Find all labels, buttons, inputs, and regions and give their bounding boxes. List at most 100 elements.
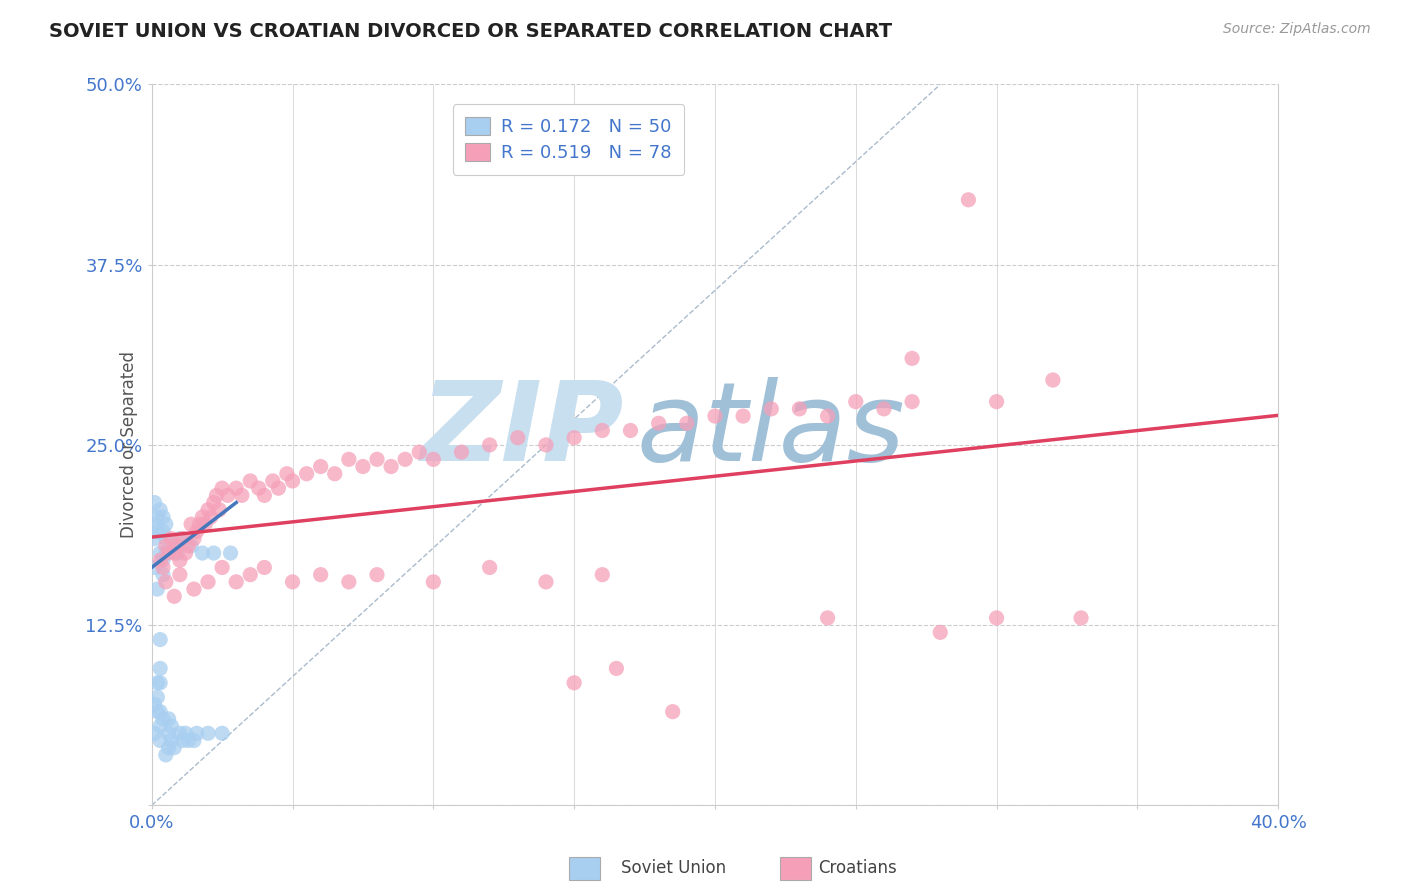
Point: [149, 719, 172, 733]
Point: [986, 611, 1008, 625]
Point: [155, 747, 177, 762]
Point: [733, 409, 755, 423]
Point: [197, 574, 219, 589]
Point: [817, 409, 839, 423]
Point: [1042, 373, 1064, 387]
Point: [160, 719, 183, 733]
Point: [160, 733, 183, 747]
Point: [169, 726, 191, 740]
Point: [183, 733, 205, 747]
Text: Source: ZipAtlas.com: Source: ZipAtlas.com: [1223, 22, 1371, 37]
Point: [146, 690, 169, 705]
Point: [186, 726, 208, 740]
Point: [169, 567, 191, 582]
Point: [180, 539, 202, 553]
Point: [155, 532, 177, 546]
Point: [309, 567, 332, 582]
Point: [146, 582, 169, 596]
Point: [422, 452, 444, 467]
Point: [152, 524, 174, 539]
Point: [253, 560, 276, 574]
Point: [366, 452, 388, 467]
Point: [143, 560, 166, 574]
Point: [177, 539, 200, 553]
Point: [337, 452, 360, 467]
Point: [146, 705, 169, 719]
Point: [146, 510, 169, 524]
Point: [163, 546, 186, 560]
Point: [225, 481, 247, 495]
Text: ZIP: ZIP: [422, 377, 624, 484]
Point: [239, 474, 262, 488]
Point: [152, 567, 174, 582]
Point: [478, 438, 501, 452]
Text: atlas: atlas: [636, 377, 904, 484]
Point: [761, 401, 783, 416]
Point: [262, 474, 284, 488]
Point: [183, 532, 205, 546]
Legend: R = 0.172   N = 50, R = 0.519   N = 78: R = 0.172 N = 50, R = 0.519 N = 78: [453, 104, 685, 175]
Point: [152, 712, 174, 726]
Point: [143, 698, 166, 712]
Point: [211, 726, 233, 740]
Point: [408, 445, 430, 459]
Point: [295, 467, 318, 481]
Point: [217, 488, 239, 502]
Point: [200, 510, 222, 524]
Point: [149, 546, 172, 560]
Point: [1070, 611, 1092, 625]
Point: [143, 495, 166, 509]
Point: [231, 488, 253, 502]
Point: [155, 574, 177, 589]
Point: [155, 517, 177, 532]
Point: [149, 632, 172, 647]
Point: [506, 431, 529, 445]
Point: [267, 481, 290, 495]
Point: [197, 503, 219, 517]
Point: [450, 445, 472, 459]
Point: [180, 517, 202, 532]
Point: [661, 705, 683, 719]
Point: [817, 611, 839, 625]
Point: [183, 582, 205, 596]
Point: [191, 546, 214, 560]
Point: [789, 401, 811, 416]
Point: [149, 705, 172, 719]
Point: [845, 394, 868, 409]
Point: [957, 193, 980, 207]
Point: [986, 394, 1008, 409]
Point: [281, 574, 304, 589]
Point: [194, 517, 217, 532]
Point: [380, 459, 402, 474]
Point: [281, 474, 304, 488]
Point: [929, 625, 952, 640]
Point: [172, 532, 194, 546]
Point: [211, 481, 233, 495]
Point: [143, 532, 166, 546]
Point: [149, 503, 172, 517]
Point: [163, 589, 186, 603]
Text: Soviet Union: Soviet Union: [621, 859, 727, 877]
Point: [149, 661, 172, 675]
Point: [534, 438, 557, 452]
Point: [647, 417, 669, 431]
Point: [619, 424, 641, 438]
Point: [478, 560, 501, 574]
Point: [174, 726, 197, 740]
Point: [208, 503, 231, 517]
Point: [309, 459, 332, 474]
Point: [562, 431, 585, 445]
Text: SOVIET UNION VS CROATIAN DIVORCED OR SEPARATED CORRELATION CHART: SOVIET UNION VS CROATIAN DIVORCED OR SEP…: [49, 22, 893, 41]
Point: [188, 517, 211, 532]
Point: [169, 553, 191, 567]
Point: [422, 574, 444, 589]
Point: [143, 517, 166, 532]
Point: [186, 524, 208, 539]
Point: [163, 740, 186, 755]
Point: [253, 488, 276, 502]
Point: [191, 510, 214, 524]
Point: [323, 467, 346, 481]
Point: [202, 546, 225, 560]
Point: [177, 733, 200, 747]
Point: [146, 524, 169, 539]
